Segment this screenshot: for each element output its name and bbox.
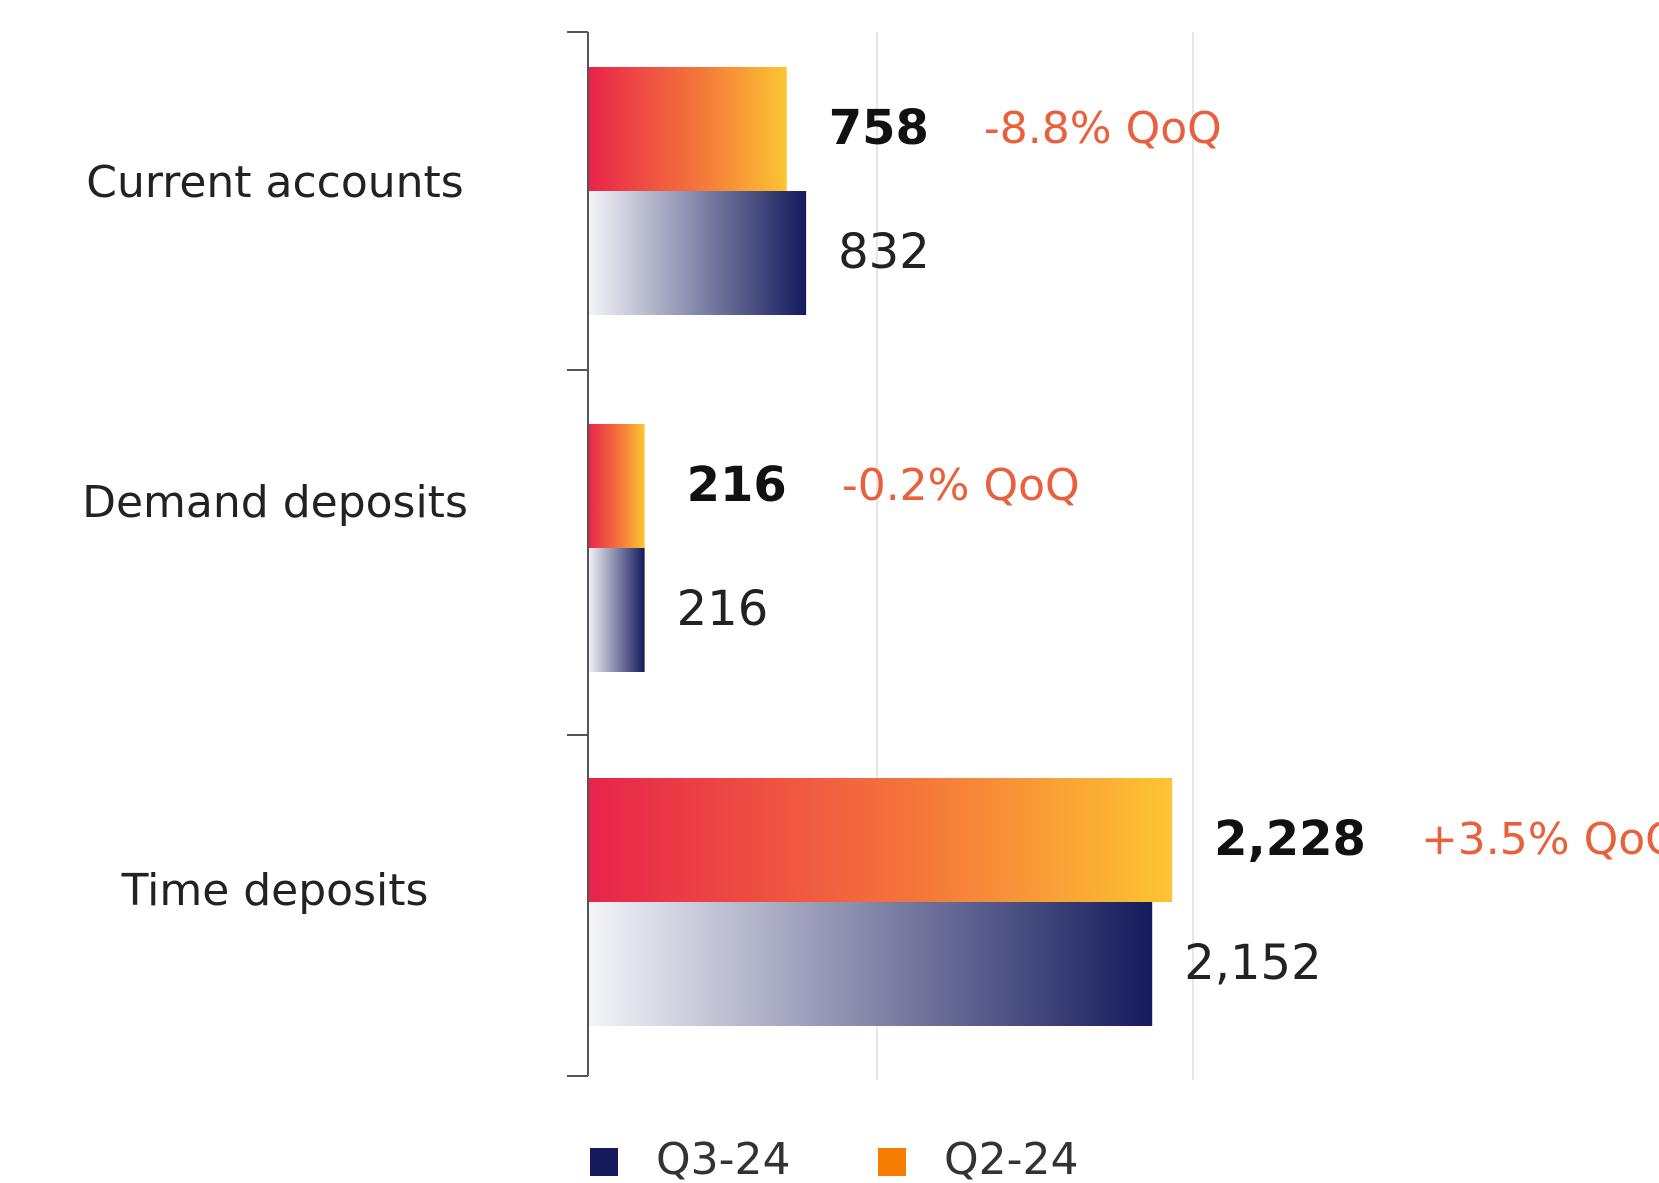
annotation: -8.8% QoQ — [984, 103, 1222, 154]
value-label: 2,152 — [1184, 935, 1321, 991]
value-label: 216 — [677, 581, 769, 637]
legend-swatch — [878, 1148, 906, 1176]
bar — [588, 778, 1173, 902]
value-label: 2,228 — [1214, 811, 1366, 867]
bar — [588, 902, 1153, 1026]
value-label: 758 — [829, 100, 929, 156]
value-label: 216 — [687, 457, 787, 513]
legend-label: Q3-24 — [656, 1134, 791, 1183]
legend-label: Q2-24 — [944, 1134, 1079, 1183]
bar — [588, 548, 645, 672]
value-label: 832 — [838, 224, 930, 280]
annotation: +3.5% QoQ — [1421, 814, 1659, 865]
category-label: Current accounts — [86, 157, 463, 208]
annotation: -0.2% QoQ — [842, 460, 1080, 511]
bar — [588, 424, 645, 548]
category-label: Time deposits — [121, 865, 429, 916]
category-label: Demand deposits — [82, 477, 468, 528]
bar — [588, 67, 787, 191]
legend-swatch — [590, 1148, 618, 1176]
bar — [588, 191, 807, 315]
plot — [588, 67, 1173, 1026]
